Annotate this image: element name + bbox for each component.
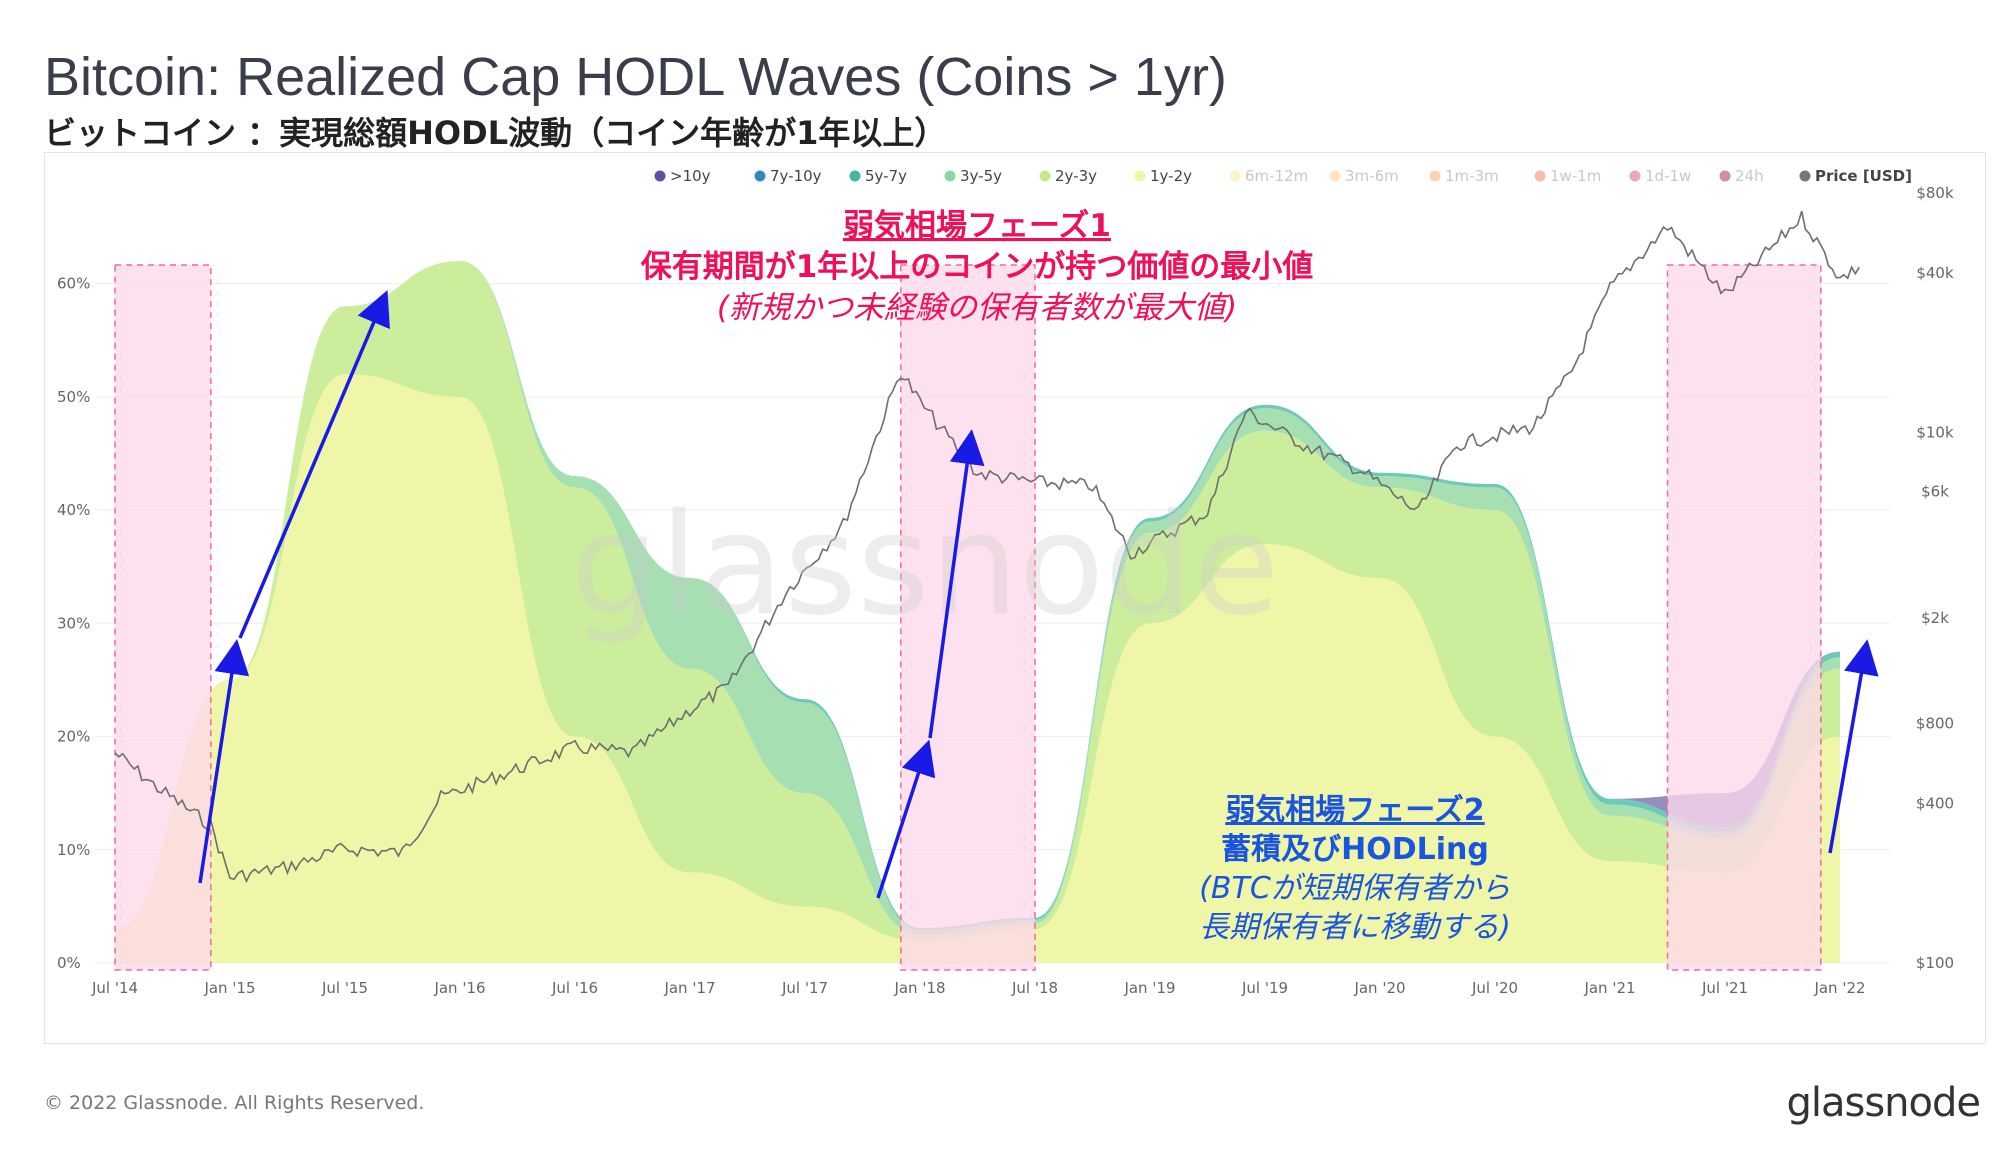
chart-frame: glassnode 0% 10% 20% 30% 40% 50% 60% $100 $400 $…: [44, 152, 1986, 1044]
y-right-tick-label: $6k: [1921, 482, 1949, 500]
legend-marker[interactable]: [754, 170, 766, 182]
y-left-tick-label: 50%: [57, 388, 90, 406]
annotation-phase1-line3: (新規かつ未経験の保有者数が最大値): [717, 290, 1237, 326]
x-tick-label: Jul '14: [91, 979, 138, 997]
bear-phase-highlight: [900, 264, 1036, 971]
legend-marker[interactable]: [654, 170, 666, 182]
y-right-tick-label: $800: [1916, 714, 1954, 732]
watermark: glassnode: [571, 484, 1280, 647]
legend-label[interactable]: 7y-10y: [770, 167, 822, 185]
legend-marker[interactable]: [944, 170, 956, 182]
x-tick-label: Jan '17: [663, 979, 715, 997]
legend-label[interactable]: 3y-5y: [960, 167, 1002, 185]
annotation-phase2: 弱気相場フェーズ2 蓄積及びHODLing (BTCが短期保有者から 長期保有者…: [1199, 793, 1511, 945]
x-tick-label: Jan '15: [203, 979, 255, 997]
area-series-1y2y: [115, 374, 1840, 963]
legend-label[interactable]: 2y-3y: [1055, 167, 1097, 185]
legend-marker[interactable]: [849, 170, 861, 182]
legend-marker[interactable]: [1134, 170, 1146, 182]
y-left-tick-label: 20%: [57, 728, 90, 746]
copyright-notice: © 2022 Glassnode. All Rights Reserved.: [44, 1092, 425, 1114]
annotation-phase2-title: 弱気相場フェーズ2: [1225, 793, 1484, 828]
x-tick-label: Jul '16: [551, 979, 598, 997]
legend-label[interactable]: 24h: [1735, 167, 1764, 185]
legend-label[interactable]: 1y-2y: [1150, 167, 1192, 185]
legend-marker[interactable]: [1799, 170, 1811, 182]
legend-marker[interactable]: [1229, 170, 1241, 182]
area-series-2y3y: [115, 260, 1840, 941]
x-tick-label: Jan '16: [433, 979, 485, 997]
hodl-waves-chart: glassnode 0% 10% 20% 30% 40% 50% 60% $100 $400 $…: [57, 167, 1954, 997]
x-tick-label: Jan '18: [893, 979, 945, 997]
x-tick-label: Jan '21: [1583, 979, 1635, 997]
brand-logo[interactable]: glassnode: [1786, 1080, 1981, 1126]
y-right-tick-label: $80k: [1916, 184, 1954, 202]
x-tick-label: Jul '21: [1701, 979, 1748, 997]
annotation-phase1-line2: 保有期間が1年以上のコインが持つ価値の最小値: [641, 249, 1314, 285]
y-right-tick-label: $100: [1916, 954, 1954, 972]
legend-marker[interactable]: [1719, 170, 1731, 182]
legend-marker[interactable]: [1429, 170, 1441, 182]
y-left-tick-label: 40%: [57, 501, 90, 519]
x-tick-label: Jan '20: [1353, 979, 1405, 997]
chart-subtitle: ビットコイン ：実現総額HODL波動（コイン年齢が1年以上）: [44, 114, 947, 152]
x-tick-label: Jul '19: [1241, 979, 1288, 997]
legend-label[interactable]: 1w-1m: [1550, 167, 1601, 185]
x-tick-label: Jul '20: [1471, 979, 1518, 997]
legend-marker[interactable]: [1329, 170, 1341, 182]
y-right-tick-label: $10k: [1916, 424, 1954, 442]
x-tick-label: Jul '18: [1011, 979, 1058, 997]
y-left-tick-label: 10%: [57, 841, 90, 859]
price-line: [114, 210, 1860, 884]
x-tick-label: Jul '15: [321, 979, 368, 997]
x-tick-label: Jan '22: [1813, 979, 1865, 997]
y-right-tick-label: $40k: [1916, 264, 1954, 282]
trend-arrow: [238, 290, 390, 639]
bear-phase-highlight: [1666, 264, 1822, 971]
x-tick-label: Jul '17: [781, 979, 828, 997]
trend-arrow: [198, 639, 250, 884]
legend-label[interactable]: 6m-12m: [1245, 167, 1308, 185]
annotation-phase2-line3: (BTCが短期保有者から: [1199, 871, 1511, 906]
y-left-tick-label: 30%: [57, 614, 90, 632]
legend-label[interactable]: Price [USD]: [1815, 167, 1912, 185]
trend-arrow: [928, 429, 985, 739]
y-right-tick-label: $2k: [1921, 609, 1949, 627]
y-left-tick-label: 60%: [57, 275, 90, 293]
x-tick-label: Jan '19: [1123, 979, 1175, 997]
annotation-phase2-line2: 蓄積及びHODLing: [1221, 832, 1489, 867]
legend-label[interactable]: 1d-1w: [1645, 167, 1691, 185]
legend-label[interactable]: 5y-7y: [865, 167, 907, 185]
chart-title: Bitcoin: Realized Cap HODL Waves (Coins …: [44, 47, 1227, 107]
annotation-phase1-title: 弱気相場フェーズ1: [843, 208, 1111, 244]
legend-marker[interactable]: [1534, 170, 1546, 182]
bear-phase-highlight: [114, 264, 212, 971]
legend-label[interactable]: >10y: [670, 167, 711, 185]
legend-label[interactable]: 1m-3m: [1445, 167, 1499, 185]
annotation-phase1: 弱気相場フェーズ1 保有期間が1年以上のコインが持つ価値の最小値 (新規かつ未経…: [641, 208, 1314, 326]
y-right-tick-label: $400: [1916, 794, 1954, 812]
trend-arrow: [876, 739, 936, 899]
trend-arrow: [1828, 639, 1879, 854]
legend-marker[interactable]: [1039, 170, 1051, 182]
y-left-tick-label: 0%: [57, 954, 81, 972]
legend-label[interactable]: 3m-6m: [1345, 167, 1399, 185]
annotation-phase2-line4: 長期保有者に移動する): [1199, 910, 1511, 945]
legend-marker[interactable]: [1629, 170, 1641, 182]
